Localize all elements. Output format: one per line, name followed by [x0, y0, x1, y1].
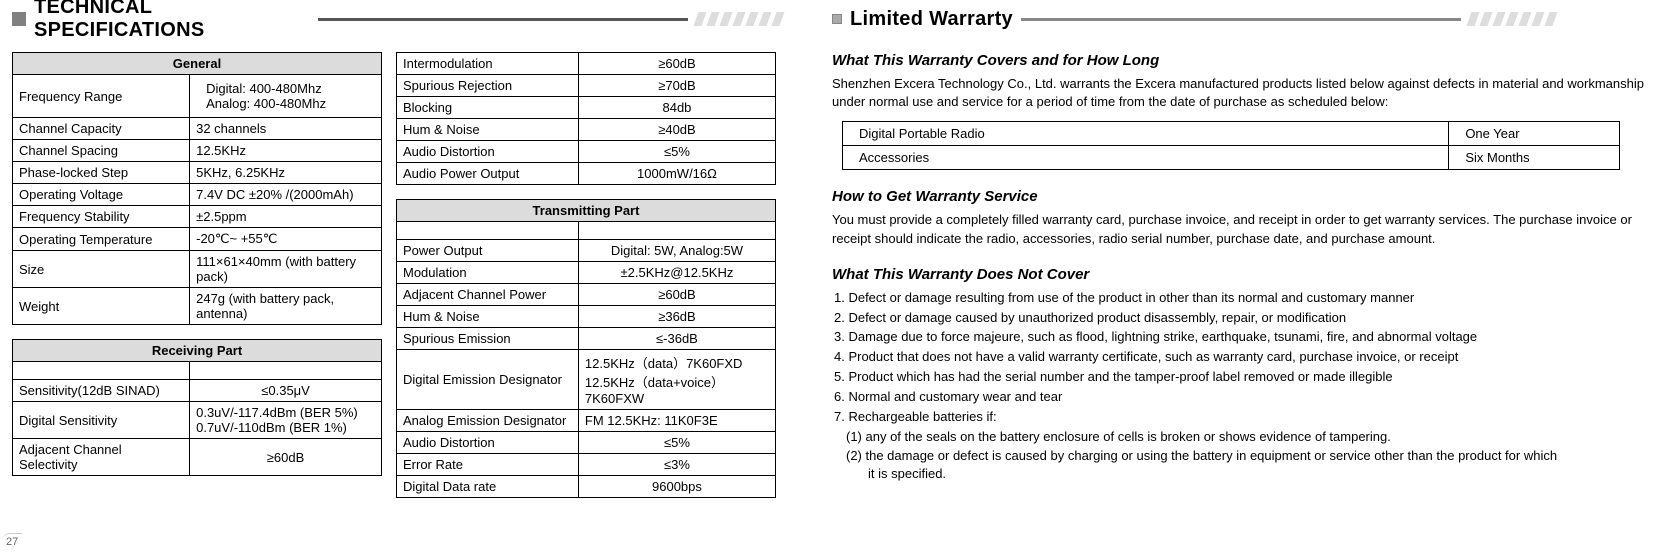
- spec-value: 111×61×40mm (with battery pack): [190, 251, 382, 288]
- spec-label: Phase-locked Step: [13, 162, 190, 184]
- warranty-title: Limited Warrarty: [850, 8, 1013, 31]
- spec-label: Analog Emission Designator: [397, 410, 579, 432]
- list-item: 3. Damage due to force majeure, such as …: [834, 328, 1660, 347]
- spec-value: ≥40dB: [578, 119, 775, 141]
- spec-label: Operating Voltage: [13, 184, 190, 206]
- header-line: [1021, 18, 1461, 21]
- spec-value: 1000mW/16Ω: [578, 163, 775, 185]
- spec-value: ≥60dB: [190, 439, 382, 476]
- spec-value: 32 channels: [190, 118, 382, 140]
- spec-label: Channel Capacity: [13, 118, 190, 140]
- list-item: 5. Product which has had the serial numb…: [834, 368, 1660, 387]
- spec-label: Modulation: [397, 262, 579, 284]
- spec-label: Frequency Range: [13, 75, 190, 118]
- page-number: 27: [2, 533, 22, 550]
- header-line: [318, 18, 688, 21]
- spec-label: Frequency Stability: [13, 206, 190, 228]
- spec-label: Weight: [13, 288, 190, 325]
- warranty-panel: Limited Warrarty What This Warranty Cove…: [812, 8, 1660, 512]
- spec-value: ±2.5KHz@12.5KHz: [578, 262, 775, 284]
- spec-value: ≤3%: [578, 454, 775, 476]
- list-item: 2. Defect or damage caused by unauthoriz…: [834, 309, 1660, 328]
- spec-value: 0.3uV/-117.4dBm (BER 5%) 0.7uV/-110dBm (…: [190, 402, 382, 439]
- spec-value: ±2.5ppm: [190, 206, 382, 228]
- spec-label: Adjacent Channel Power: [397, 284, 579, 306]
- spec-value: 12.5KHz（data）7K60FXD 12.5KHz（data+voice）…: [578, 350, 775, 410]
- warranty-section2-title: How to Get Warranty Service: [832, 188, 1660, 205]
- exclusion-list: 1. Defect or damage resulting from use o…: [832, 289, 1660, 427]
- spec-value: 12.5KHz: [190, 140, 382, 162]
- spec-label: Channel Spacing: [13, 140, 190, 162]
- stripes-icon: [696, 12, 782, 26]
- spec-value: ≤5%: [578, 141, 775, 163]
- warranty-section2-body: You must provide a completely filled war…: [832, 211, 1660, 247]
- spec-label: Hum & Noise: [397, 119, 579, 141]
- spec-label: Operating Temperature: [13, 228, 190, 251]
- stripes-icon: [1469, 12, 1555, 26]
- extra-spec-table: Intermodulation ≥60dB Spurious Rejection…: [396, 52, 776, 185]
- spec-value: ≤-36dB: [578, 328, 775, 350]
- warranty-section3-title: What This Warranty Does Not Cover: [832, 266, 1660, 283]
- transmitting-table: Transmitting Part Power Output Digital: …: [396, 199, 776, 498]
- spec-value: Digital: 5W, Analog:5W: [578, 240, 775, 262]
- warranty-item: Digital Portable Radio: [843, 122, 1449, 146]
- tech-spec-title: TECHNICAL SPECIFICATIONS: [34, 0, 310, 42]
- receiving-table: Receiving Part Sensitivity(12dB SINAD) ≤…: [12, 339, 382, 476]
- spec-value: ≥60dB: [578, 53, 775, 75]
- warranty-terms-table: Digital Portable Radio One Year Accessor…: [842, 121, 1620, 170]
- receiving-title: Receiving Part: [13, 340, 382, 362]
- spec-value: -20℃~ +55℃: [190, 228, 382, 251]
- square-icon: [832, 14, 842, 24]
- spec-label: Audio Distortion: [397, 432, 579, 454]
- spec-label: Digital Sensitivity: [13, 402, 190, 439]
- spec-value: ≥70dB: [578, 75, 775, 97]
- spec-value: 84db: [578, 97, 775, 119]
- list-item: 6. Normal and customary wear and tear: [834, 388, 1660, 407]
- spec-label: Digital Emission Designator: [397, 350, 579, 410]
- general-title: General: [13, 53, 382, 75]
- spec-value: 247g (with battery pack, antenna): [190, 288, 382, 325]
- technical-specifications-panel: TECHNICAL SPECIFICATIONS General Frequen…: [12, 8, 782, 512]
- spec-label: Error Rate: [397, 454, 579, 476]
- warranty-section1-body: Shenzhen Excera Technology Co., Ltd. war…: [832, 75, 1660, 111]
- warranty-term: Six Months: [1449, 146, 1620, 170]
- sub-exclusion-list: (1) any of the seals on the battery encl…: [832, 428, 1660, 485]
- spec-value: ≤0.35μV: [190, 380, 382, 402]
- warranty-item: Accessories: [843, 146, 1449, 170]
- list-item: (2) the damage or defect is caused by ch…: [846, 447, 1660, 466]
- spec-value: Digital: 400-480Mhz Analog: 400-480Mhz: [190, 75, 382, 118]
- spec-label: Audio Power Output: [397, 163, 579, 185]
- spec-label: Hum & Noise: [397, 306, 579, 328]
- spec-label: Power Output: [397, 240, 579, 262]
- list-item: 4. Product that does not have a valid wa…: [834, 348, 1660, 367]
- spec-label: Sensitivity(12dB SINAD): [13, 380, 190, 402]
- spec-value: 7.4V DC ±20% /(2000mAh): [190, 184, 382, 206]
- list-item: it is specified.: [846, 465, 1660, 484]
- spec-label: Digital Data rate: [397, 476, 579, 498]
- list-item: (1) any of the seals on the battery encl…: [846, 428, 1660, 447]
- spec-value: ≤5%: [578, 432, 775, 454]
- list-item: 7. Rechargeable batteries if:: [834, 408, 1660, 427]
- list-item: 1. Defect or damage resulting from use o…: [834, 289, 1660, 308]
- spec-value: 9600bps: [578, 476, 775, 498]
- spec-label: Intermodulation: [397, 53, 579, 75]
- spec-label: Spurious Rejection: [397, 75, 579, 97]
- spec-label: Size: [13, 251, 190, 288]
- spec-value: FM 12.5KHz: 11K0F3E: [578, 410, 775, 432]
- warranty-term: One Year: [1449, 122, 1620, 146]
- spec-label: Audio Distortion: [397, 141, 579, 163]
- transmitting-title: Transmitting Part: [397, 200, 776, 222]
- spec-value: ≥60dB: [578, 284, 775, 306]
- spec-label: Blocking: [397, 97, 579, 119]
- spec-value: 5KHz, 6.25KHz: [190, 162, 382, 184]
- general-table: General Frequency Range Digital: 400-480…: [12, 52, 382, 325]
- square-icon: [12, 12, 26, 26]
- warranty-section1-title: What This Warranty Covers and for How Lo…: [832, 52, 1660, 69]
- tech-spec-header: TECHNICAL SPECIFICATIONS: [12, 8, 782, 30]
- warranty-header: Limited Warrarty: [832, 8, 1660, 30]
- spec-label: Adjacent Channel Selectivity: [13, 439, 190, 476]
- spec-value: ≥36dB: [578, 306, 775, 328]
- spec-label: Spurious Emission: [397, 328, 579, 350]
